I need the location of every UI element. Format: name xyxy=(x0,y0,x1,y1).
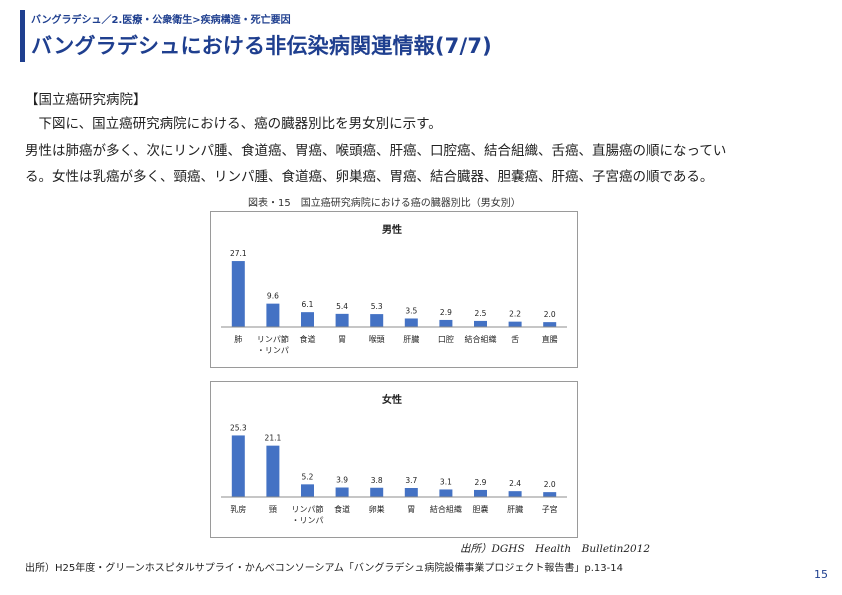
category-label: 喉頭 xyxy=(369,334,385,344)
data-label: 3.7 xyxy=(405,476,417,485)
body-line-2: 男性は肺癌が多く、次にリンパ腫、食道癌、胃癌、喉頭癌、肝癌、口腔癌、結合組織、舌… xyxy=(25,143,727,159)
body-line-3: る。女性は乳癌が多く、頸癌、リンパ腫、食道癌、卵巣癌、胃癌、結合臓器、胆嚢癌、肝… xyxy=(25,169,714,185)
female-bar-chart: 女性 25.3 乳房 21.1 頸 5.2 リンパ節・リンパ 3.9 食道 3.8 卵巣 3.7 胃 3.… xyxy=(221,393,567,525)
category-label: 食道 xyxy=(334,504,350,514)
male-bar-chart: 男性 27.1 肺 9.6 リンパ節・リンパ 6.1 食道 5.4 胃 5.3 喉頭 3.5 肝臓 2.9… xyxy=(221,223,567,355)
category-label: 結合組織 xyxy=(430,504,462,514)
section-label: 【国立癌研究病院】 xyxy=(25,92,147,108)
category-label: 直腸 xyxy=(542,334,558,344)
data-label: 3.5 xyxy=(405,306,417,315)
chart-panel-female: 女性 25.3 乳房 21.1 頸 5.2 リンパ節・リンパ 3.9 食道 3.8 卵巣 3.7 胃 3.… xyxy=(210,381,578,538)
data-label: 2.4 xyxy=(509,479,521,488)
category-label: 卵巣 xyxy=(369,504,385,514)
figure-source: 出所）DGHS Health Bulletin2012 xyxy=(460,543,651,555)
bar xyxy=(266,303,280,327)
data-label: 9.6 xyxy=(267,292,279,301)
data-label: 5.4 xyxy=(336,302,348,311)
data-label: 6.1 xyxy=(302,300,314,309)
body-line-1: 下図に、国立癌研究病院における、癌の臓器別比を男女別に示す。 xyxy=(25,116,442,132)
category-label: 頸 xyxy=(269,505,277,514)
bar xyxy=(439,319,453,327)
bar xyxy=(404,318,418,327)
page-title: バングラデシュにおける非伝染病関連情報(7/7) xyxy=(31,34,492,58)
page-number: 15 xyxy=(814,568,828,581)
chart-title: 男性 xyxy=(382,223,402,236)
data-label: 2.9 xyxy=(440,308,452,317)
data-label: 27.1 xyxy=(230,249,247,258)
data-label: 2.5 xyxy=(475,309,487,318)
data-label: 3.8 xyxy=(371,476,383,485)
bar xyxy=(335,313,349,327)
bar xyxy=(231,435,245,497)
bar xyxy=(231,261,245,327)
bar xyxy=(404,487,418,497)
data-label: 2.2 xyxy=(509,310,521,319)
data-label: 5.3 xyxy=(371,302,383,311)
category-label: 子宮 xyxy=(542,504,558,514)
bar xyxy=(266,445,280,497)
category-label: 肝臓 xyxy=(507,504,523,514)
bar xyxy=(439,489,453,497)
category-label: 肝臓 xyxy=(403,334,419,344)
category-label: リンパ節・リンパ xyxy=(292,504,324,525)
bar xyxy=(370,487,384,497)
bar xyxy=(508,321,522,327)
category-label: 胃 xyxy=(407,505,415,514)
bar xyxy=(370,314,384,327)
data-label: 2.0 xyxy=(544,310,556,319)
chart-title: 女性 xyxy=(382,393,402,406)
bar xyxy=(543,492,557,497)
data-label: 2.0 xyxy=(544,480,556,489)
category-label: 胆嚢 xyxy=(473,504,489,514)
data-label: 2.9 xyxy=(475,478,487,487)
bar xyxy=(474,320,487,327)
title-accent-bar xyxy=(20,10,25,62)
category-label: 肺 xyxy=(234,335,242,344)
bar xyxy=(508,491,522,497)
bar xyxy=(474,489,487,497)
bar xyxy=(301,484,314,497)
figure-caption: 図表・15 国立癌研究病院における癌の臓器別比（男女別） xyxy=(248,198,521,209)
category-label: 胃 xyxy=(338,335,346,344)
bar xyxy=(301,312,314,327)
data-label: 3.9 xyxy=(336,476,348,485)
category-label: 食道 xyxy=(300,334,316,344)
data-label: 5.2 xyxy=(302,472,314,481)
footnote: 出所）H25年度・グリーンホスピタルサプライ・かんべコンソーシアム「バングラデシ… xyxy=(25,563,623,574)
category-label: 結合組織 xyxy=(465,334,497,344)
bar xyxy=(335,487,349,497)
category-label: リンパ節・リンパ xyxy=(257,334,289,355)
category-label: 乳房 xyxy=(230,504,246,514)
bar xyxy=(543,322,557,327)
breadcrumb: バングラデシュ／2.医療・公衆衛生>疾病構造・死亡要因 xyxy=(31,15,291,26)
chart-panel-male: 男性 27.1 肺 9.6 リンパ節・リンパ 6.1 食道 5.4 胃 5.3 喉頭 3.5 肝臓 2.9… xyxy=(210,211,578,368)
data-label: 25.3 xyxy=(230,423,247,432)
category-label: 口腔 xyxy=(438,334,454,344)
category-label: 舌 xyxy=(511,334,519,344)
data-label: 3.1 xyxy=(440,477,452,486)
data-label: 21.1 xyxy=(265,434,282,443)
